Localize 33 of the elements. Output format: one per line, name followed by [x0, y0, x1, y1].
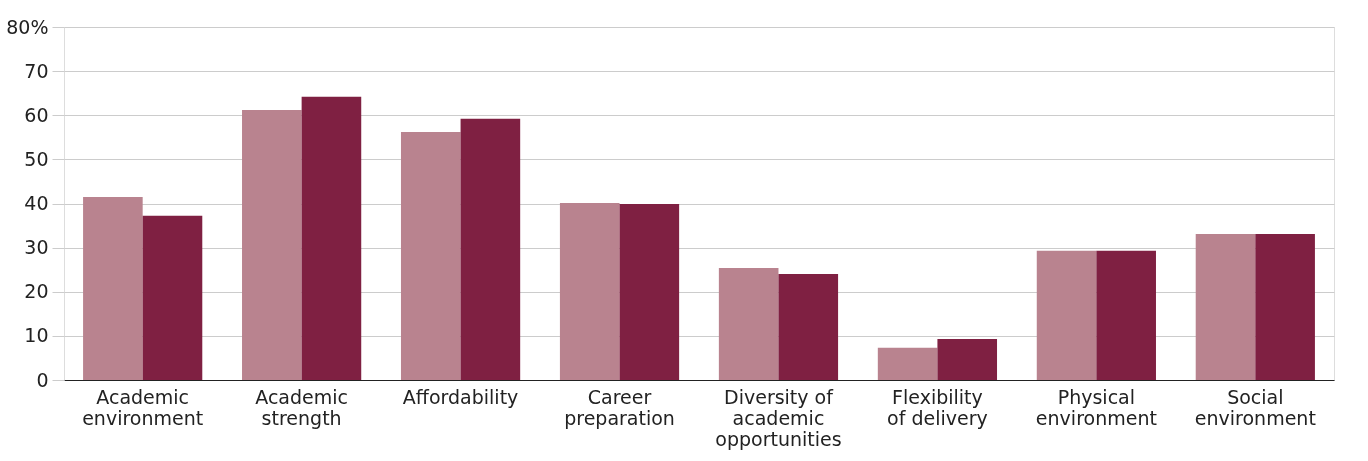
- x-tick-label: Physical environment: [1035, 385, 1157, 429]
- x-tick-label: Affordability: [402, 385, 519, 408]
- y-tick-label: 40: [24, 192, 49, 214]
- bar: [559, 203, 620, 380]
- bar: [242, 109, 302, 380]
- bar: [937, 338, 998, 380]
- bar: [400, 132, 461, 380]
- bar: [83, 196, 143, 380]
- x-tick-label: Career preparation: [564, 385, 675, 429]
- y-tick-label: 30: [24, 236, 49, 259]
- y-tick-label: 0: [36, 368, 49, 391]
- bar: [1255, 233, 1315, 380]
- bar: [1036, 250, 1097, 380]
- y-tick-label: 70: [24, 59, 49, 82]
- bar: [1195, 233, 1256, 380]
- bar: [460, 118, 521, 380]
- bar: [619, 203, 680, 380]
- y-tick-label: 20: [24, 280, 49, 303]
- x-tick-label: Academic environment: [82, 385, 204, 429]
- y-tick-label: 10: [24, 324, 49, 347]
- bar: [718, 267, 779, 380]
- x-tick-label: Academic strength: [255, 385, 348, 429]
- bar: [301, 96, 362, 380]
- y-tick-label: 50: [24, 147, 49, 170]
- x-tick-label: Social environment: [1194, 385, 1316, 429]
- bar: [877, 347, 938, 380]
- bar: [1096, 250, 1156, 380]
- x-tick-label: Diversity of academic opportunities: [715, 385, 842, 450]
- y-tick-label: 60: [24, 103, 49, 126]
- x-tick-label: Flexibility of delivery: [887, 385, 988, 429]
- bar: [142, 215, 203, 380]
- y-tick-label: 80%: [6, 15, 49, 38]
- bar: [778, 274, 839, 380]
